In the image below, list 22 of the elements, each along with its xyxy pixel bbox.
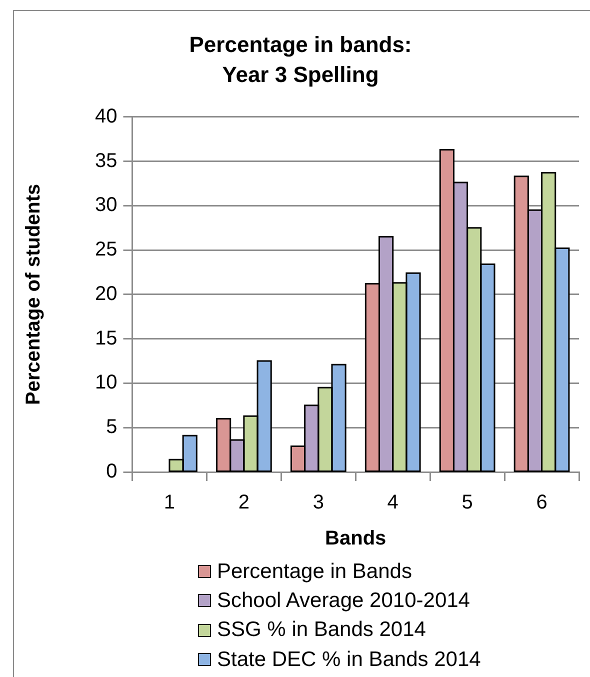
y-tick-label: 0: [106, 460, 118, 483]
legend-label: State DEC % in Bands 2014: [217, 648, 481, 672]
x-tick-label: 6: [536, 492, 548, 514]
y-tick-label: 25: [94, 238, 118, 261]
x-tick-label: 1: [164, 492, 176, 514]
chart-title: Percentage in bands: Year 3 Spelling: [189, 32, 412, 87]
y-tick-label: 30: [94, 194, 118, 216]
y-tick-label: 40: [94, 105, 118, 128]
legend-label: School Average 2010-2014: [217, 588, 470, 613]
y-tick-label: 5: [106, 416, 118, 438]
y-tick-label: 15: [94, 327, 118, 350]
x-tick-label: 5: [462, 492, 473, 514]
x-tick-label: 3: [312, 492, 324, 514]
x-tick-label: 2: [238, 492, 250, 514]
x-tick-label: 4: [387, 492, 398, 514]
x-axis-title: Bands: [325, 528, 386, 550]
legend-label: Percentage in Bands: [217, 560, 412, 584]
y-axis-title: Percentage of students: [22, 184, 45, 406]
y-tick-label: 10: [94, 372, 118, 394]
legend-label: SSG % in Bands 2014: [217, 618, 426, 642]
y-tick-label: 35: [94, 150, 118, 172]
y-tick-label: 20: [94, 282, 118, 305]
